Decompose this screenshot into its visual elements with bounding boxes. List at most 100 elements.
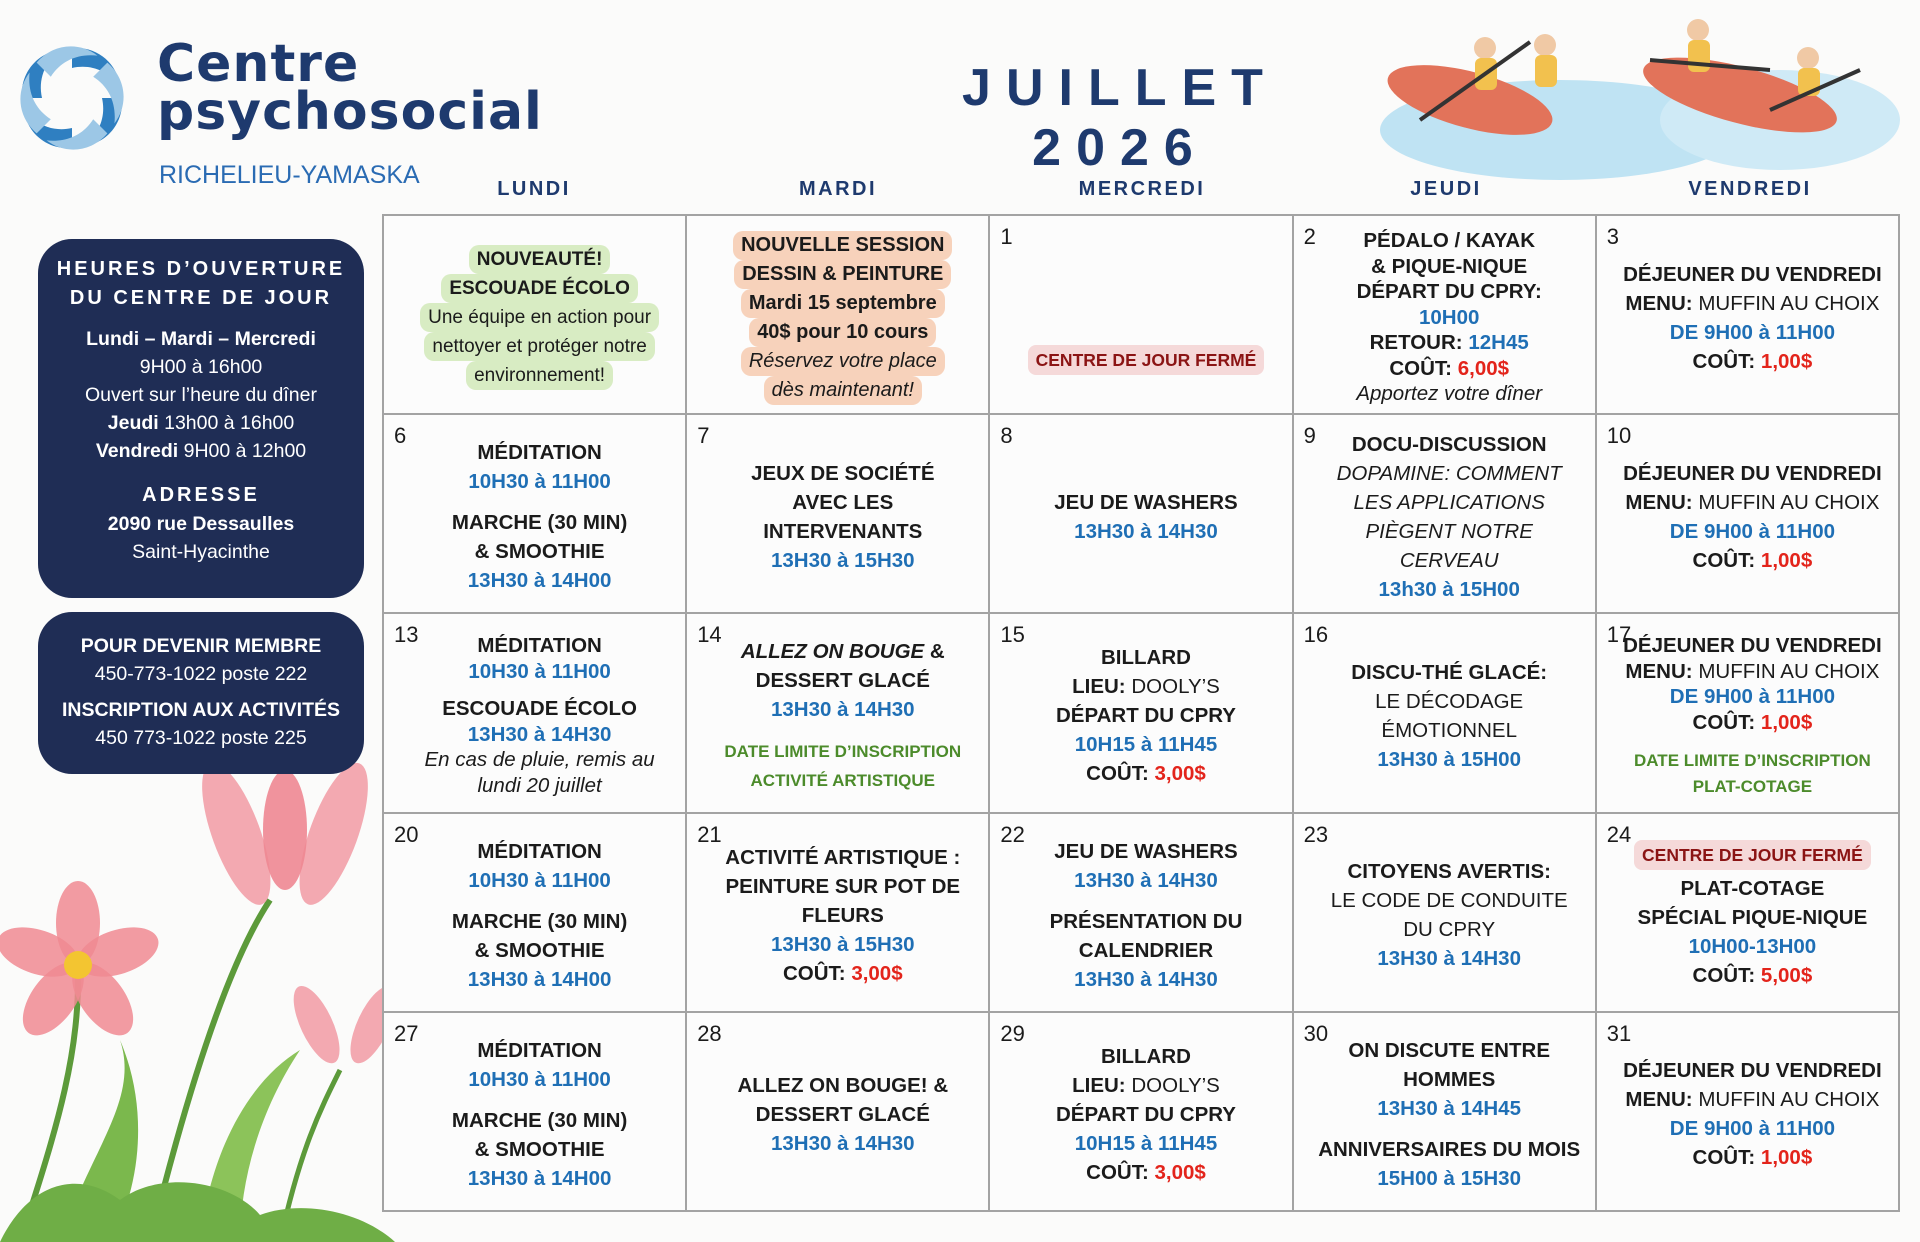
day-cell: 6 MÉDITATION 10H30 à 11H00 MARCHE (30 MIN) &… (384, 415, 688, 615)
event-line: LIEU: DOOLY’S (1072, 672, 1220, 701)
event-text: 13H30 à 14H00 (467, 569, 612, 593)
event-line: DESSIN & PEINTURE (734, 259, 952, 289)
event-line: 13H30 à 15H00 (1377, 745, 1521, 774)
event-text: DÉJEUNER DU VENDREDI (1623, 262, 1882, 286)
day-cell: 31 DÉJEUNER DU VENDREDI MENU: MUFFIN AU CHO… (1596, 1012, 1900, 1212)
panel-heading: INSCRIPTION AUX ACTIVITÉS (61, 699, 341, 721)
event-line: ANNIVERSAIRES DU MOIS (1318, 1135, 1580, 1164)
event-line: Mardi 15 septembre (740, 288, 945, 318)
event-text: dès maintenant! (771, 378, 914, 401)
hours-line: Ouvert sur l’heure du dîner (85, 384, 317, 406)
event-text: NOUVELLE SESSION (741, 233, 945, 256)
event-line: COÛT: 3,00$ (783, 959, 903, 988)
event-text: ACTIVITÉ ARTISTIQUE : (725, 845, 961, 869)
event-text: & (929, 640, 945, 664)
event-text: PRÉSENTATION DU (1049, 909, 1243, 933)
day-cell: NOUVEAUTÉ! ESCOUADE ÉCOLO Une équipe en ac… (384, 216, 688, 416)
hours-line: 9H00 à 16h00 (139, 356, 263, 378)
day-cell: 22 JEU DE WASHERS 13H30 à 14H30 PRÉSENTATIO… (990, 813, 1294, 1013)
event-text: MENU: (1625, 490, 1693, 514)
hours: 13h00 à 16h00 (164, 412, 295, 434)
event-text: MENU: (1625, 659, 1693, 683)
event-text: ACTIVITÉ ARTISTIQUE (750, 771, 936, 791)
event-text: Réservez votre place (748, 349, 937, 372)
panel-title: HEURES D’OUVERTURE (56, 258, 346, 280)
day-number: 21 (697, 821, 722, 847)
day-cell: 29 BILLARD LIEU: DOOLY’S DÉPART DU CPRY 10H15… (990, 1012, 1294, 1212)
event-line: Une équipe en action pour (420, 303, 660, 333)
day-cell: 23 CITOYENS AVERTIS: LE CODE DE CONDUITE DU… (1293, 813, 1597, 1013)
day-cell: 8 JEU DE WASHERS 13H30 à 14H30 (990, 415, 1294, 615)
weekday-header: VENDREDI (1688, 178, 1812, 200)
day-cell: 7 JEUX DE SOCIÉTÉ AVEC LES INTERVENANTS 13H3… (687, 415, 991, 615)
day-number: 14 (697, 622, 722, 648)
day-number: 9 (1303, 423, 1316, 449)
event-line: PÉDALO / KAYAK (1363, 228, 1535, 254)
event-line: 13H30 à 14H30 (1074, 866, 1218, 895)
event-line: COÛT: 3,00$ (1086, 759, 1206, 788)
event-line: DATE LIMITE D’INSCRIPTION (1634, 747, 1871, 773)
event-line: MÉDITATION (477, 837, 602, 866)
event-line: environnement! (466, 361, 614, 391)
day-cell: 16 DISCU-THÉ GLACÉ: LE DÉCODAGE ÉMOTIONNEL 1… (1293, 614, 1597, 814)
event-text: COÛT: (1692, 964, 1756, 988)
event-line: PIÈGENT NOTRE (1365, 517, 1532, 546)
event-line: ALLEZ ON BOUGE! & (737, 1071, 948, 1100)
event-text: ALLEZ ON BOUGE (740, 640, 925, 664)
day-number: 2 (1303, 224, 1316, 249)
event-text: MÉDITATION (477, 634, 602, 658)
event-line: JEU DE WASHERS (1054, 488, 1237, 517)
panel-title: ADRESSE (142, 484, 260, 506)
event-text: COÛT: (1086, 1160, 1149, 1184)
day-number: 15 (1000, 622, 1025, 648)
event-text: MARCHE (30 MIN) (451, 909, 628, 933)
day-number: 13 (394, 622, 419, 648)
event-line: DE 9H00 à 11H00 (1670, 684, 1835, 710)
event-line: MÉDITATION (477, 438, 602, 467)
event-line: 13H30 à 14H00 (468, 1164, 612, 1193)
event-text: CALENDRIER (1078, 938, 1214, 962)
logo-line: Centre (157, 34, 360, 94)
day-number: 16 (1303, 622, 1329, 648)
phone: 450-773-1022 poste 222 (94, 663, 308, 685)
day-number: 27 (394, 1020, 419, 1046)
event-line: SPÉCIAL PIQUE-NIQUE (1638, 903, 1868, 932)
day-cell: 28 ALLEZ ON BOUGE! & DESSERT GLACÉ 13H30 à … (687, 1012, 991, 1212)
event-text: Mardi 15 septembre (748, 291, 937, 314)
event-text: & PIQUE-NIQUE (1371, 254, 1528, 278)
event-line: 13H30 à 14H30 (771, 695, 915, 724)
event-line: ESCOUADE ÉCOLO (442, 696, 637, 722)
event-text: MUFFIN AU CHOIX (1698, 490, 1880, 514)
event-text: Apportez votre dîner (1356, 382, 1543, 406)
event-text: ON DISCUTE ENTRE (1348, 1038, 1550, 1062)
event-line: 13H30 à 14H30 (771, 1129, 915, 1158)
weekday-header: MERCREDI (1078, 178, 1206, 200)
event-text: 13H30 à 14H30 (1074, 519, 1218, 543)
event-text: MENU: (1625, 1088, 1693, 1112)
event-text: CENTRE DE JOUR FERMÉ (1035, 350, 1257, 371)
day-cell: 24 CENTRE DE JOUR FERMÉ PLAT-COTAGE SPÉCIAL… (1596, 813, 1900, 1013)
calendar-grid: NOUVEAUTÉ! ESCOUADE ÉCOLO Une équipe en ac… (382, 214, 1900, 1212)
event-text: COÛT: (1389, 356, 1452, 380)
event-line: COÛT: 5,00$ (1693, 961, 1813, 990)
event-text: CENTRE DE JOUR FERMÉ (1642, 845, 1863, 866)
event-text: 13H30 à 14H30 (1377, 947, 1521, 971)
event-text: 5,00$ (1760, 964, 1813, 988)
day-number: 3 (1606, 224, 1620, 249)
event-line: LE DÉCODAGE (1375, 687, 1523, 716)
event-text: lundi 20 juillet (477, 773, 602, 797)
event-line: 40$ pour 10 cours (749, 317, 937, 347)
event-line: 13H30 à 15H30 (771, 930, 915, 959)
event-text: PLAT-COTAGE (1680, 877, 1825, 901)
event-line: NOUVELLE SESSION (733, 230, 953, 260)
event-text: DE 9H00 à 11H00 (1669, 519, 1836, 543)
event-text: DÉPART DU CPRY (1056, 1102, 1236, 1126)
event-line: DATE LIMITE D’INSCRIPTION (724, 736, 961, 765)
event-text: MARCHE (30 MIN) (451, 1108, 628, 1132)
month-title: JUILLET 2026 (962, 59, 1278, 177)
event-text: 13H30 à 14H30 (467, 722, 612, 746)
day-cell: 3 DÉJEUNER DU VENDREDI MENU: MUFFIN AU CHOI… (1596, 216, 1900, 416)
event-text: 15H00 à 15H30 (1377, 1166, 1521, 1190)
event-text: DOOLY’S (1131, 675, 1220, 699)
